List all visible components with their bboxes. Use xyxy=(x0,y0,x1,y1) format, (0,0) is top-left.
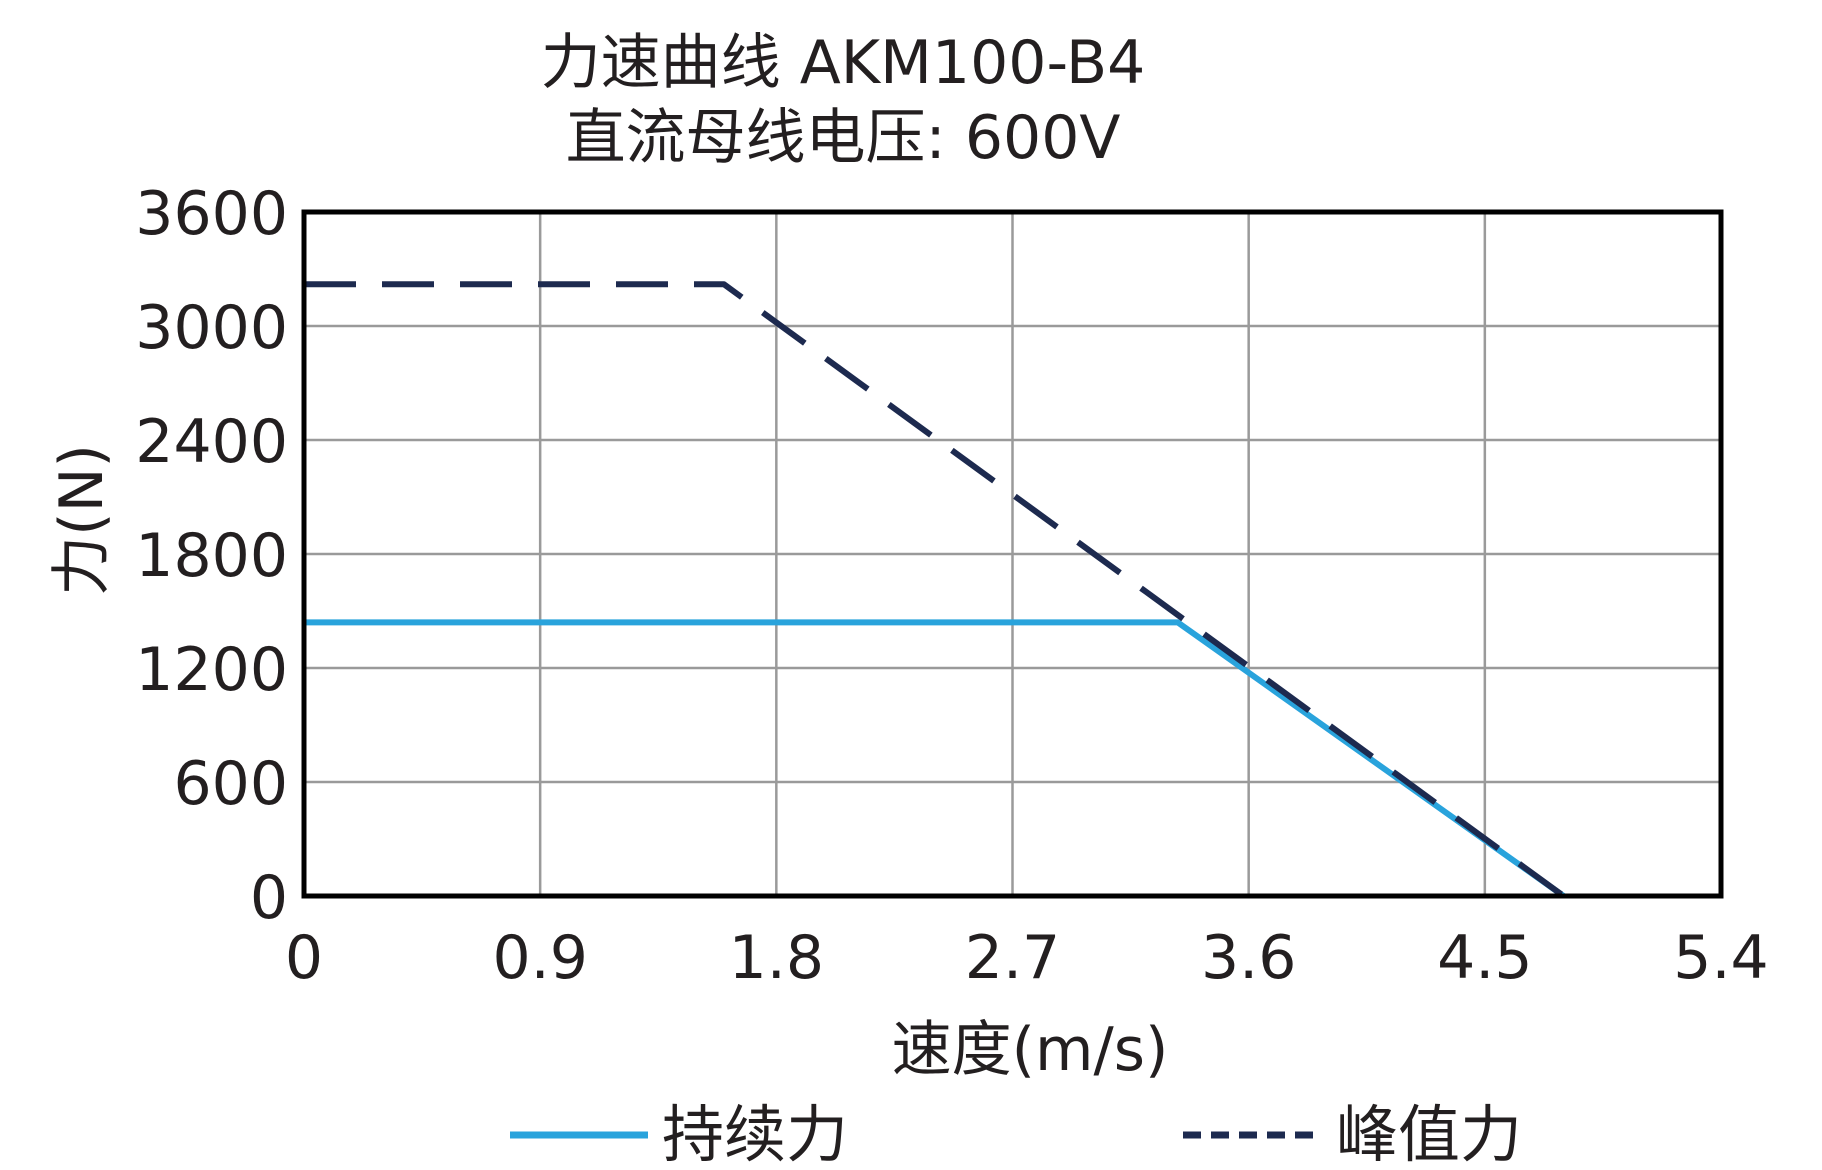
continuous-force-line xyxy=(304,619,1566,899)
y-tick-label: 1800 xyxy=(135,521,288,591)
y-tick-label: 3000 xyxy=(135,293,288,363)
grid xyxy=(302,210,1723,898)
x-tick-label: 1.8 xyxy=(729,923,824,993)
y-tick-label: 1200 xyxy=(135,635,288,705)
x-tick-label: 4.5 xyxy=(1437,923,1532,993)
y-tick-label: 0 xyxy=(250,863,288,933)
legend-label-1: 峰值力 xyxy=(1336,1098,1522,1170)
x-tick-label: 3.6 xyxy=(1201,923,1296,993)
x-axis-label: 速度(m/s) xyxy=(892,1015,1169,1085)
x-tick-label: 2.7 xyxy=(965,923,1060,993)
legend-label-0: 持续力 xyxy=(662,1098,848,1170)
x-tick-label: 0 xyxy=(285,923,323,993)
x-tick-label: 0.9 xyxy=(492,923,587,993)
x-tick-label: 5.4 xyxy=(1673,923,1768,993)
chart-title: 力速曲线 AKM100-B4 xyxy=(541,28,1146,98)
legend: 持续力 峰值力 xyxy=(510,1098,1522,1170)
y-tick-label: 2400 xyxy=(135,407,288,477)
plot-frame xyxy=(301,209,1724,899)
y-tick-labels: 0 600 1200 1800 2400 3000 3600 xyxy=(135,179,288,933)
peak-force-line xyxy=(304,281,1566,899)
chart-subtitle: 直流母线电压: 600V xyxy=(566,103,1121,173)
x-tick-labels: 0 0.9 1.8 2.7 3.6 4.5 5.4 xyxy=(285,923,1769,993)
y-tick-label: 3600 xyxy=(135,179,288,249)
series-layer xyxy=(304,281,1566,899)
y-tick-label: 600 xyxy=(173,749,288,819)
y-axis-label: 力(N) xyxy=(47,444,117,596)
